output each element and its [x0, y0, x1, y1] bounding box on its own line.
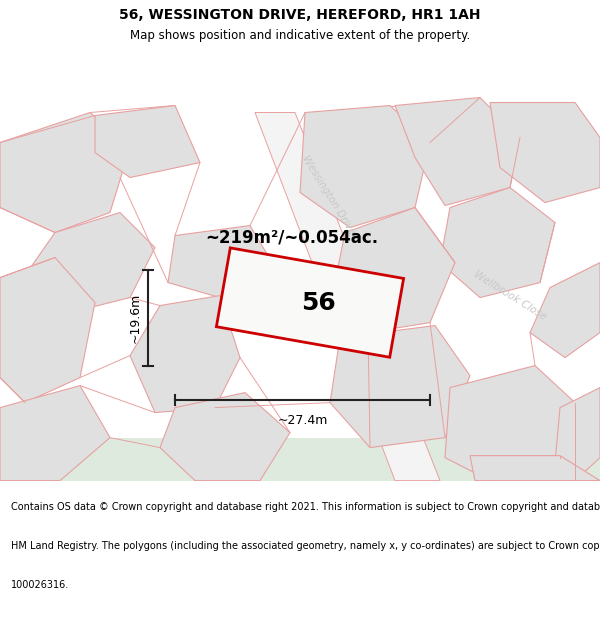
Polygon shape — [490, 102, 600, 202]
Polygon shape — [168, 226, 280, 298]
Bar — [0, 438, 600, 481]
Polygon shape — [555, 388, 600, 481]
Text: Map shows position and indicative extent of the property.: Map shows position and indicative extent… — [130, 29, 470, 42]
Polygon shape — [470, 456, 600, 481]
Text: 56, WESSINGTON DRIVE, HEREFORD, HR1 1AH: 56, WESSINGTON DRIVE, HEREFORD, HR1 1AH — [119, 8, 481, 22]
Text: ~19.6m: ~19.6m — [129, 292, 142, 342]
Polygon shape — [330, 326, 470, 448]
Text: 100026316.: 100026316. — [11, 580, 69, 590]
Text: 56: 56 — [301, 291, 335, 314]
Polygon shape — [217, 248, 404, 357]
Polygon shape — [0, 258, 95, 402]
Text: Wessington Drive: Wessington Drive — [299, 154, 356, 237]
Text: ~219m²/~0.054ac.: ~219m²/~0.054ac. — [205, 229, 378, 246]
Text: ~27.4m: ~27.4m — [277, 414, 328, 427]
Polygon shape — [0, 386, 110, 481]
Polygon shape — [300, 106, 430, 228]
Polygon shape — [130, 296, 240, 412]
Text: Wellbrook Close: Wellbrook Close — [472, 269, 548, 322]
Polygon shape — [255, 112, 440, 481]
Polygon shape — [0, 112, 130, 232]
Polygon shape — [445, 366, 575, 481]
Polygon shape — [395, 98, 520, 206]
Polygon shape — [160, 392, 290, 481]
Polygon shape — [20, 213, 155, 312]
Polygon shape — [335, 208, 455, 332]
Polygon shape — [440, 188, 555, 298]
Text: HM Land Registry. The polygons (including the associated geometry, namely x, y c: HM Land Registry. The polygons (includin… — [11, 541, 600, 551]
Polygon shape — [95, 106, 200, 177]
Polygon shape — [530, 262, 600, 358]
Text: Contains OS data © Crown copyright and database right 2021. This information is : Contains OS data © Crown copyright and d… — [11, 503, 600, 512]
